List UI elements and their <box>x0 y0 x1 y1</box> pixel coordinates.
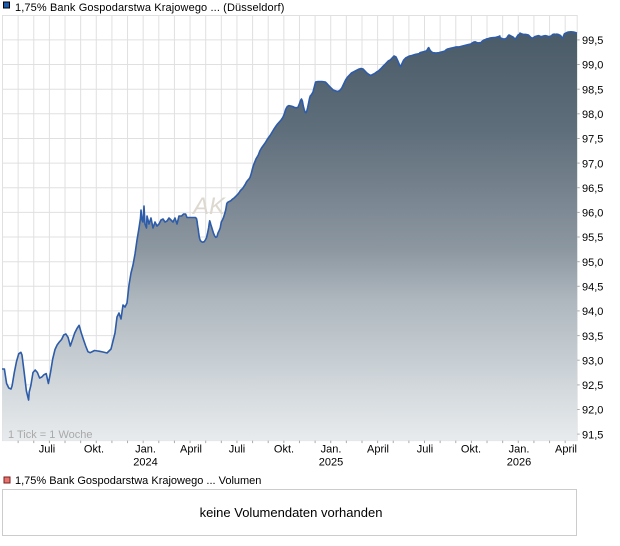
svg-text:2025: 2025 <box>319 457 343 469</box>
svg-text:Juli: Juli <box>417 444 434 456</box>
svg-text:1 Tick = 1 Woche: 1 Tick = 1 Woche <box>8 429 92 441</box>
svg-text:Juli: Juli <box>39 444 56 456</box>
svg-text:99,5: 99,5 <box>582 35 603 47</box>
svg-text:98,0: 98,0 <box>582 109 603 121</box>
svg-text:Jan.: Jan. <box>321 444 342 456</box>
svg-text:93,0: 93,0 <box>582 355 603 367</box>
svg-text:keine Volumendaten vorhanden: keine Volumendaten vorhanden <box>200 505 383 520</box>
svg-text:2026: 2026 <box>507 457 531 469</box>
svg-text:Jan.: Jan. <box>135 444 156 456</box>
svg-text:AK: AK <box>191 193 226 220</box>
svg-text:April: April <box>555 444 577 456</box>
svg-text:91,5: 91,5 <box>582 429 603 441</box>
svg-text:96,0: 96,0 <box>582 208 603 220</box>
svg-text:Okt.: Okt. <box>274 444 294 456</box>
svg-text:Okt.: Okt. <box>84 444 104 456</box>
svg-text:2024: 2024 <box>133 457 157 469</box>
svg-text:99,0: 99,0 <box>582 60 603 72</box>
svg-text:Juli: Juli <box>229 444 246 456</box>
svg-text:97,0: 97,0 <box>582 158 603 170</box>
svg-text:97,5: 97,5 <box>582 134 603 146</box>
svg-text:April: April <box>367 444 389 456</box>
svg-text:92,0: 92,0 <box>582 405 603 417</box>
svg-text:92,5: 92,5 <box>582 380 603 392</box>
svg-text:Jan.: Jan. <box>509 444 530 456</box>
svg-text:96,5: 96,5 <box>582 183 603 195</box>
svg-text:98,5: 98,5 <box>582 84 603 96</box>
svg-text:95,5: 95,5 <box>582 232 603 244</box>
svg-text:1,75% Bank Gospodarstwa Krajow: 1,75% Bank Gospodarstwa Krajowego ... Vo… <box>15 475 261 487</box>
svg-text:April: April <box>180 444 202 456</box>
svg-text:1,75% Bank Gospodarstwa Krajow: 1,75% Bank Gospodarstwa Krajowego ... (D… <box>15 2 285 14</box>
svg-text:Okt.: Okt. <box>461 444 481 456</box>
svg-text:94,5: 94,5 <box>582 282 603 294</box>
svg-text:93,5: 93,5 <box>582 331 603 343</box>
svg-text:94,0: 94,0 <box>582 306 603 318</box>
svg-text:95,0: 95,0 <box>582 257 603 269</box>
